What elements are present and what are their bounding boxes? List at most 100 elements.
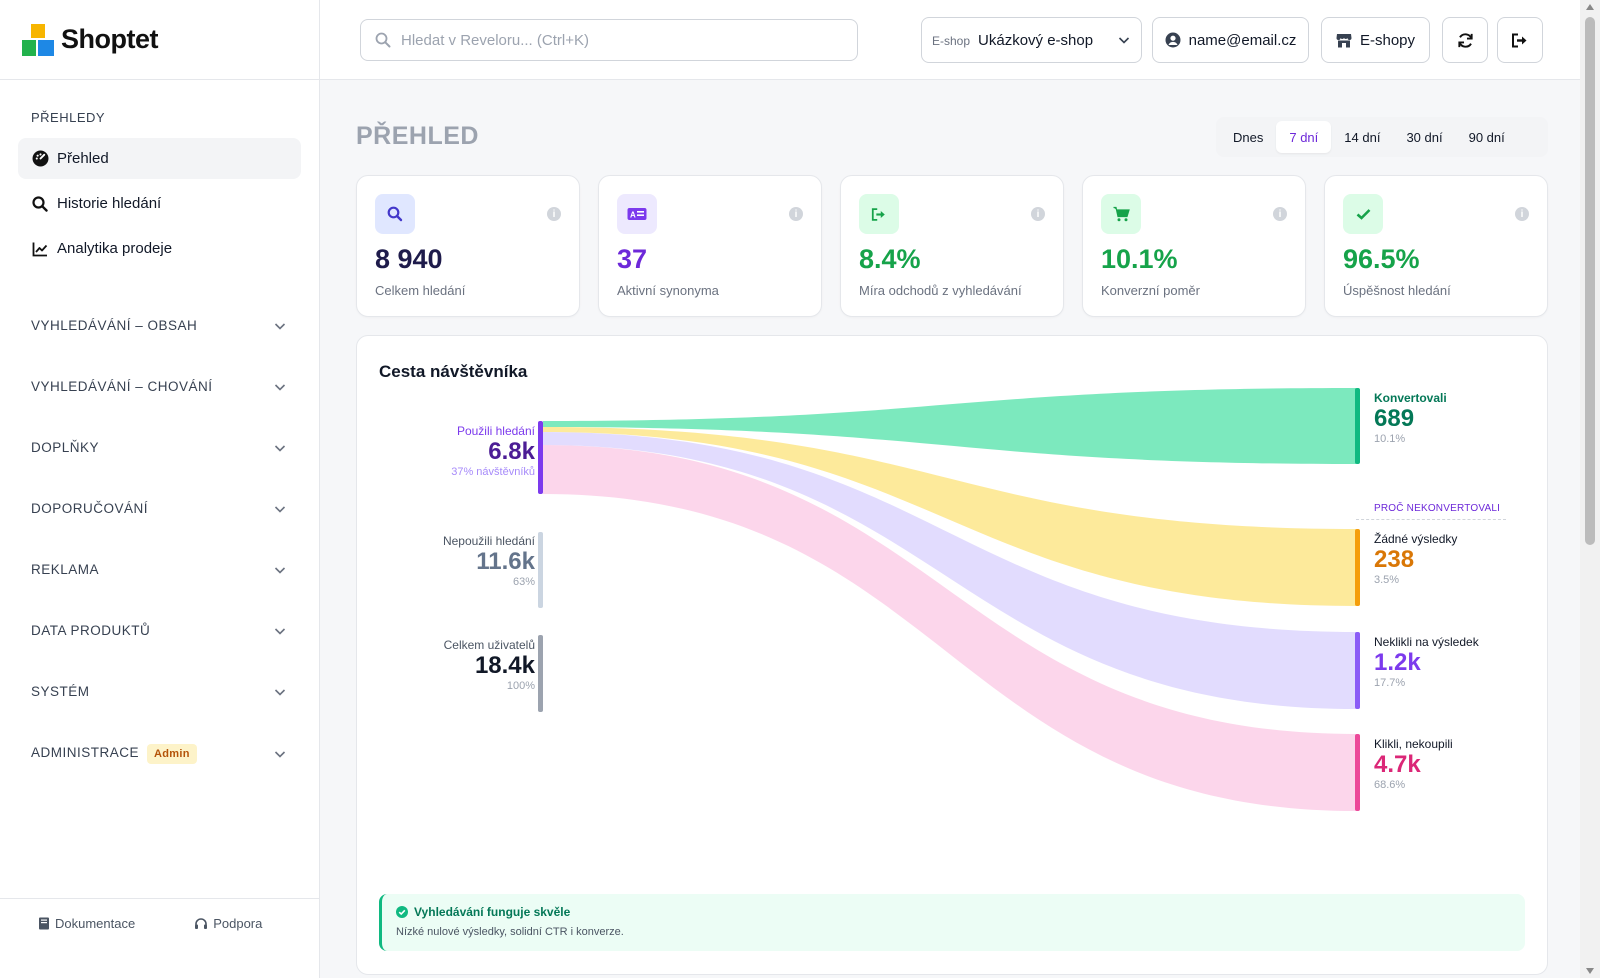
logo-text: Shoptet xyxy=(61,24,159,54)
sidebar-item-prehled[interactable]: Přehled xyxy=(18,138,301,179)
node-percent: 63% xyxy=(512,575,535,588)
sankey-source-node-1: Nepoužili hledání 11.6k 63% xyxy=(443,534,535,588)
logout-icon xyxy=(1512,33,1527,47)
node-percent: 37% návštěvníků xyxy=(451,465,535,478)
eshop-select-label: E-shop xyxy=(932,33,971,48)
sidebar-group-text: DOPLŇKY xyxy=(31,440,100,455)
node-value: 6.8k xyxy=(488,438,535,465)
sankey-target-bar-3 xyxy=(1355,734,1360,811)
refresh-button[interactable] xyxy=(1442,17,1488,63)
eshops-button[interactable]: E-shopy xyxy=(1321,17,1430,63)
sankey-chart xyxy=(538,388,1360,811)
sidebar-group-label: DOPORUČOVÁNÍ xyxy=(31,501,148,516)
sidebar-item-historie[interactable]: Historie hledání xyxy=(18,183,301,224)
sidebar-group-2[interactable]: DOPLŇKY xyxy=(0,417,319,478)
node-value: 1.2k xyxy=(1374,649,1421,676)
sankey-flow-2 xyxy=(543,432,1356,709)
info-icon[interactable]: i xyxy=(547,207,561,221)
headset-icon xyxy=(195,917,208,929)
info-icon[interactable]: i xyxy=(1031,207,1045,221)
sidebar-group-text: ADMINISTRACE xyxy=(31,745,140,760)
nav-section-title: PŘEHLEDY xyxy=(31,110,106,125)
node-percent: 100% xyxy=(506,679,535,692)
book-icon xyxy=(39,917,49,930)
date-range-tabs: Dnes 7 dní 14 dní 30 dní 90 dní xyxy=(1216,117,1548,157)
sankey-flow-0 xyxy=(543,388,1356,464)
node-percent: 3.5% xyxy=(1374,573,1400,586)
eshop-select-value: Ukázkový e-shop xyxy=(978,31,1094,49)
node-percent: 17.7% xyxy=(1374,676,1406,689)
sidebar-group-text: REKLAMA xyxy=(31,562,100,577)
range-tab-4[interactable]: 90 dní xyxy=(1468,129,1505,145)
logo[interactable]: Shoptet xyxy=(0,0,319,80)
sidebar-group-text: VYHLEDÁVÁNÍ – CHOVÁNÍ xyxy=(31,379,213,394)
eshops-button-label: E-shopy xyxy=(1359,31,1416,49)
kpi-card-3: i 10.1% Konverzní poměr xyxy=(1082,175,1306,317)
sidebar-group-label: VYHLEDÁVÁNÍ – OBSAH xyxy=(31,318,197,333)
range-tab-2[interactable]: 14 dní xyxy=(1344,129,1381,145)
info-icon[interactable]: i xyxy=(1515,207,1529,221)
eshop-select[interactable]: E-shop Ukázkový e-shop xyxy=(921,17,1142,63)
search-icon xyxy=(375,194,415,234)
sankey-source-bar-0 xyxy=(538,421,543,494)
chevron-down-icon xyxy=(274,751,286,758)
sidebar-group-label: DATA PRODUKTŮ xyxy=(31,623,150,638)
user-circle-icon xyxy=(1165,32,1181,48)
kpi-label: Úspěšnost hledání xyxy=(1343,283,1451,298)
sidebar-group-5[interactable]: DATA PRODUKTŮ xyxy=(0,600,319,661)
node-label: Žádné výsledky xyxy=(1374,532,1458,546)
chevron-down-icon xyxy=(274,505,286,513)
info-icon[interactable]: i xyxy=(789,207,803,221)
sidebar-group-3[interactable]: DOPORUČOVÁNÍ xyxy=(0,478,319,539)
sidebar-group-6[interactable]: SYSTÉM xyxy=(0,661,319,722)
chevron-down-icon xyxy=(274,322,286,330)
search-box[interactable] xyxy=(360,19,858,61)
logout-button[interactable] xyxy=(1497,17,1543,63)
kpi-value: 8.4% xyxy=(859,244,921,274)
user-account-button[interactable]: name@email.cz xyxy=(1152,17,1309,63)
sidebar-group-0[interactable]: VYHLEDÁVÁNÍ – OBSAH xyxy=(0,295,319,356)
chevron-down-icon xyxy=(1118,37,1130,44)
sankey-target-bar-2 xyxy=(1355,632,1360,709)
why-divider xyxy=(1356,519,1506,520)
support-link[interactable]: Podpora xyxy=(194,916,262,931)
sidebar-group-label: VYHLEDÁVÁNÍ – CHOVÁNÍ xyxy=(31,379,213,394)
node-percent: 68.6% xyxy=(1374,778,1406,791)
sankey-target-node-2: Neklikli na výsledek 1.2k 17.7% xyxy=(1374,635,1479,689)
node-percent: 10.1% xyxy=(1374,432,1406,445)
scrollbar[interactable] xyxy=(1580,0,1600,978)
range-tab-1[interactable]: 7 dní xyxy=(1276,121,1332,153)
range-tab-0[interactable]: Dnes xyxy=(1233,129,1264,145)
status-alert: Vyhledávání funguje skvěle Nízké nulové … xyxy=(379,894,1525,951)
sidebar-item-label: Přehled xyxy=(57,150,109,167)
range-tab-3[interactable]: 30 dní xyxy=(1406,129,1443,145)
info-icon[interactable]: i xyxy=(1273,207,1287,221)
search-icon xyxy=(31,195,49,213)
sidebar-group-7[interactable]: ADMINISTRACE Admin xyxy=(0,722,319,786)
documentation-link[interactable]: Dokumentace xyxy=(38,916,135,931)
user-email: name@email.cz xyxy=(1188,31,1297,49)
sidebar-group-1[interactable]: VYHLEDÁVÁNÍ – CHOVÁNÍ xyxy=(0,356,319,417)
node-label: Použili hledání xyxy=(456,424,535,438)
alert-description: Nízké nulové výsledky, solidní CTR i kon… xyxy=(396,926,624,938)
kpi-value: 96.5% xyxy=(1343,244,1420,274)
store-icon xyxy=(1336,33,1352,47)
sidebar-item-analytika[interactable]: Analytika prodeje xyxy=(18,228,301,269)
sankey-target-bar-0 xyxy=(1355,388,1360,464)
search-input[interactable] xyxy=(401,31,841,49)
shoptet-logo-icon xyxy=(22,23,54,56)
sidebar-group-4[interactable]: REKLAMA xyxy=(0,539,319,600)
scrollbar-thumb[interactable] xyxy=(1585,17,1595,545)
chevron-down-icon xyxy=(274,444,286,452)
scroll-down-arrow[interactable] xyxy=(1586,968,1594,974)
cart-icon xyxy=(1101,194,1141,234)
kpi-card-0: i 8 940 Celkem hledání xyxy=(356,175,580,317)
support-label: Podpora xyxy=(213,916,263,931)
sidebar-group-text: VYHLEDÁVÁNÍ – OBSAH xyxy=(31,318,198,333)
synonym-icon: A xyxy=(617,194,657,234)
sidebar-group-label: SYSTÉM xyxy=(31,684,90,699)
scroll-up-arrow[interactable] xyxy=(1586,4,1594,10)
node-value: 4.7k xyxy=(1374,751,1421,778)
page-title: PŘEHLED xyxy=(356,122,479,150)
